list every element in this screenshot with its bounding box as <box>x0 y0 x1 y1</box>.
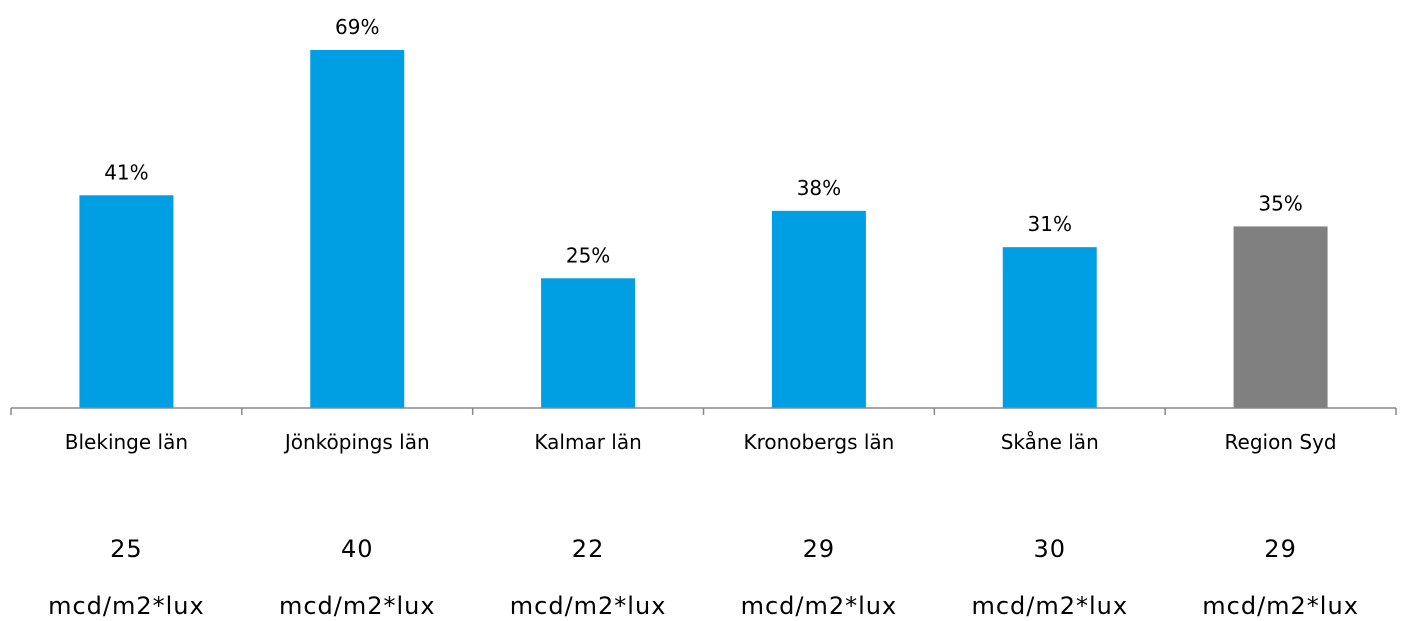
category-label: Kalmar län <box>534 430 641 454</box>
data-labels-group: 41% 69% 25% 38% 31% 35% <box>104 15 1303 267</box>
data-label: 69% <box>335 15 379 39</box>
footer-unit: mcd/m2*lux <box>510 592 667 620</box>
data-label: 41% <box>104 160 148 184</box>
bar <box>771 210 866 408</box>
category-label: Skåne län <box>1001 430 1099 454</box>
data-label: 25% <box>566 243 610 267</box>
category-label: Blekinge län <box>65 430 188 454</box>
bar <box>1002 247 1097 408</box>
footer-unit: mcd/m2*lux <box>741 592 898 620</box>
data-label: 31% <box>1028 212 1072 236</box>
footer-value: 40 <box>341 535 374 563</box>
bar <box>79 195 174 408</box>
category-label: Kronobergs län <box>743 430 894 454</box>
footer-value: 29 <box>803 535 836 563</box>
data-label: 35% <box>1258 191 1302 215</box>
category-label: Jönköpings län <box>283 430 430 454</box>
category-labels-group: Blekinge län Jönköpings län Kalmar län Kron… <box>65 430 1337 454</box>
footer-value: 22 <box>572 535 605 563</box>
x-axis-ticks <box>10 408 1397 415</box>
footer-unit: mcd/m2*lux <box>971 592 1128 620</box>
data-label: 38% <box>797 176 841 200</box>
bar <box>1233 226 1328 408</box>
footer-values-group: 25 40 22 29 30 29 <box>110 535 1297 563</box>
footer-value: 29 <box>1264 535 1297 563</box>
bar <box>541 278 636 408</box>
footer-unit: mcd/m2*lux <box>279 592 436 620</box>
footer-unit: mcd/m2*lux <box>1202 592 1359 620</box>
footer-units-group: mcd/m2*lux mcd/m2*lux mcd/m2*lux mcd/m2*lux… <box>48 592 1359 620</box>
footer-unit: mcd/m2*lux <box>48 592 205 620</box>
footer-value: 25 <box>110 535 143 563</box>
bar <box>310 50 405 408</box>
footer-value: 30 <box>1033 535 1066 563</box>
bars-group <box>79 50 1328 408</box>
category-label: Region Syd <box>1225 430 1337 454</box>
